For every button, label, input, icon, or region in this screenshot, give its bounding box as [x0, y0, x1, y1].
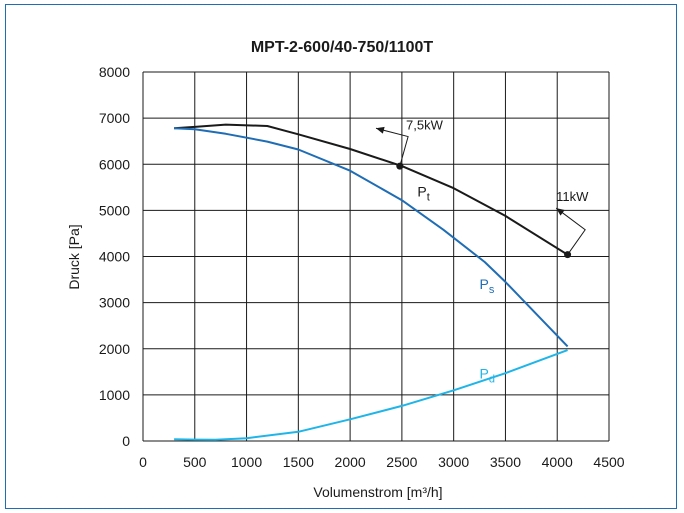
y-tick-label: 2000: [99, 341, 130, 357]
series-line-pd: [174, 349, 568, 441]
x-tick-label: 2000: [335, 454, 366, 470]
annotation-arrow-line: [555, 207, 586, 255]
y-tick-label: 8000: [99, 64, 130, 80]
x-axis-label: Volumenstrom [m³/h]: [313, 484, 442, 500]
annotations: 7,5kW 11kW: [375, 118, 589, 259]
y-tick-label: 0: [122, 433, 130, 449]
x-tick-label: 2500: [386, 454, 417, 470]
annotation-arrowhead: [556, 208, 565, 216]
x-tick-label: 0: [139, 454, 147, 470]
y-tick-label: 3000: [99, 295, 130, 311]
series-labels: Pt Ps Pd: [417, 184, 495, 386]
series-label-pt: Pt: [417, 184, 429, 204]
x-tick-label: 1500: [283, 454, 314, 470]
x-tick-label: 3500: [490, 454, 521, 470]
chart-title: MPT-2-600/40-750/1100T: [251, 39, 434, 56]
annotation-arrow-line: [375, 127, 409, 167]
grid: [142, 71, 610, 442]
x-tick-label: 500: [183, 454, 207, 470]
x-axis-ticks: 0 500 1000 1500 2000 2500 3000 3500 4000 4500: [139, 454, 625, 470]
series-line-ps: [174, 127, 569, 348]
series-lines: [174, 123, 569, 441]
y-axis-ticks: 0 1000 2000 3000 4000 5000 6000 7000 8000: [99, 64, 130, 449]
y-tick-label: 4000: [99, 249, 130, 265]
x-tick-label: 3000: [438, 454, 469, 470]
annotation-label: 7,5kW: [406, 118, 444, 133]
series-label-pd: Pd: [480, 366, 495, 386]
series-label-ps: Ps: [480, 276, 495, 296]
x-tick-label: 4500: [593, 454, 624, 470]
series-line-pt: [174, 123, 569, 256]
annotation-label: 11kW: [556, 189, 589, 204]
y-tick-label: 1000: [99, 387, 130, 403]
annotation-arrowhead: [376, 126, 385, 134]
y-tick-label: 6000: [99, 156, 130, 172]
y-axis-label: Druck [Pa]: [66, 224, 82, 289]
y-tick-label: 7000: [99, 110, 130, 126]
x-tick-label: 4000: [542, 454, 573, 470]
x-tick-label: 1000: [231, 454, 262, 470]
y-tick-label: 5000: [99, 202, 130, 218]
